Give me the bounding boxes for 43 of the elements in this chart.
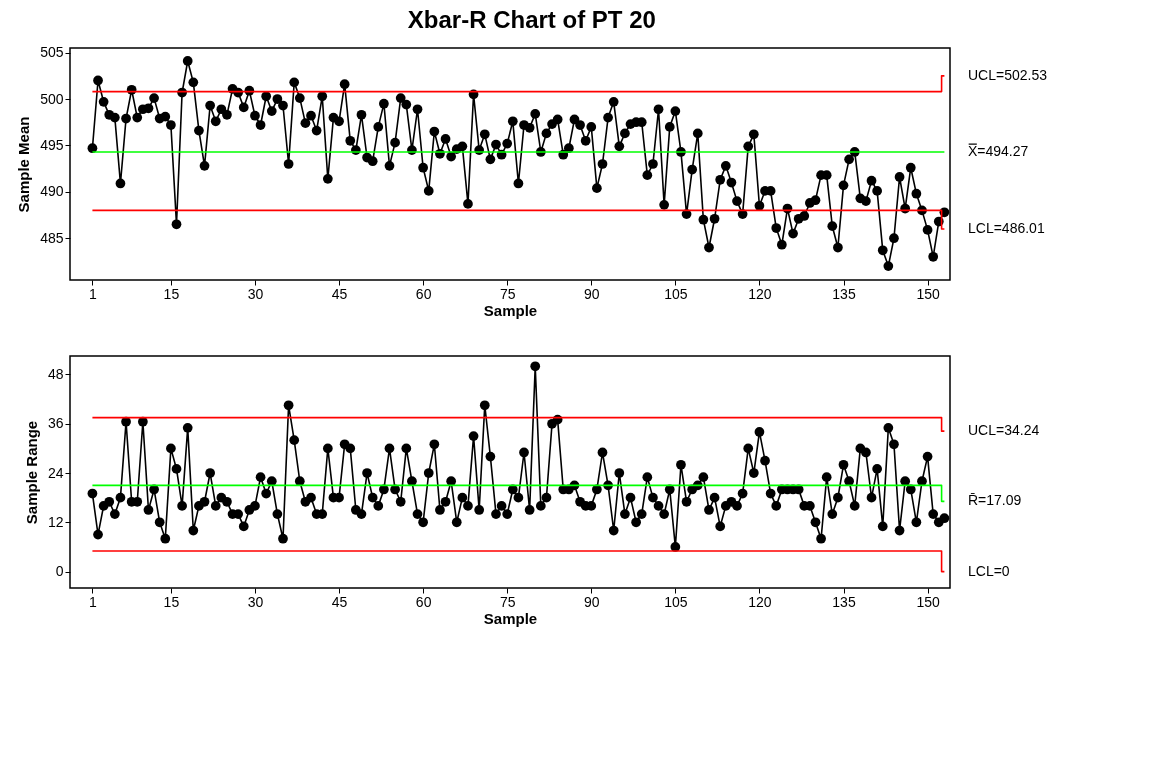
- x-tick-label: 15: [163, 593, 180, 610]
- text: UCL=502.53: [968, 66, 1048, 83]
- x-tick-label: 135: [832, 593, 856, 610]
- y-tick-label: 24: [47, 464, 64, 481]
- y-tick-label: 48: [47, 365, 64, 382]
- x-tick-label: 1: [89, 285, 98, 302]
- x-tick-label: 75: [499, 285, 516, 302]
- y-tick-label: 495: [40, 136, 64, 153]
- y-tick-label: 12: [47, 513, 64, 530]
- x-tick-label: 30: [247, 285, 264, 302]
- x-tick-label: 90: [583, 285, 600, 302]
- y-tick-label: 505: [40, 44, 64, 61]
- text: LCL=0: [968, 562, 1010, 579]
- y-tick-label: 500: [40, 90, 64, 107]
- x-tick-label: 105: [664, 285, 688, 302]
- x-tick-label: 120: [748, 285, 772, 302]
- text: X̿=494.27: [967, 142, 1029, 159]
- y-axis-title: Sample Mean: [15, 116, 33, 213]
- x-tick-label: 150: [916, 285, 940, 302]
- x-axis-title: Sample: [483, 301, 538, 319]
- x-tick-label: 105: [664, 593, 688, 610]
- chart-title: Xbar-R Chart of PT 20: [407, 5, 656, 33]
- y-tick-label: 36: [47, 415, 64, 432]
- x-axis-title: Sample: [483, 609, 538, 627]
- text: LCL=486.01: [968, 219, 1045, 236]
- x-tick-label: 60: [415, 593, 432, 610]
- x-tick-label: 45: [331, 285, 348, 302]
- y-tick-label: 0: [55, 563, 64, 580]
- x-tick-label: 60: [415, 285, 432, 302]
- x-tick-label: 30: [247, 593, 264, 610]
- x-tick-label: 1: [89, 593, 98, 610]
- y-axis-title: Sample Range: [22, 420, 40, 525]
- x-tick-label: 90: [583, 593, 600, 610]
- y-tick-label: 485: [40, 229, 64, 246]
- text: R̄=17.09: [968, 492, 1022, 509]
- x-tick-label: 75: [499, 593, 516, 610]
- text: UCL=34.24: [968, 422, 1040, 439]
- x-tick-label: 150: [916, 593, 940, 610]
- x-tick-label: 120: [748, 593, 772, 610]
- x-tick-label: 45: [331, 593, 348, 610]
- y-tick-label: 490: [40, 183, 64, 200]
- x-tick-label: 135: [832, 285, 856, 302]
- x-tick-label: 15: [163, 285, 180, 302]
